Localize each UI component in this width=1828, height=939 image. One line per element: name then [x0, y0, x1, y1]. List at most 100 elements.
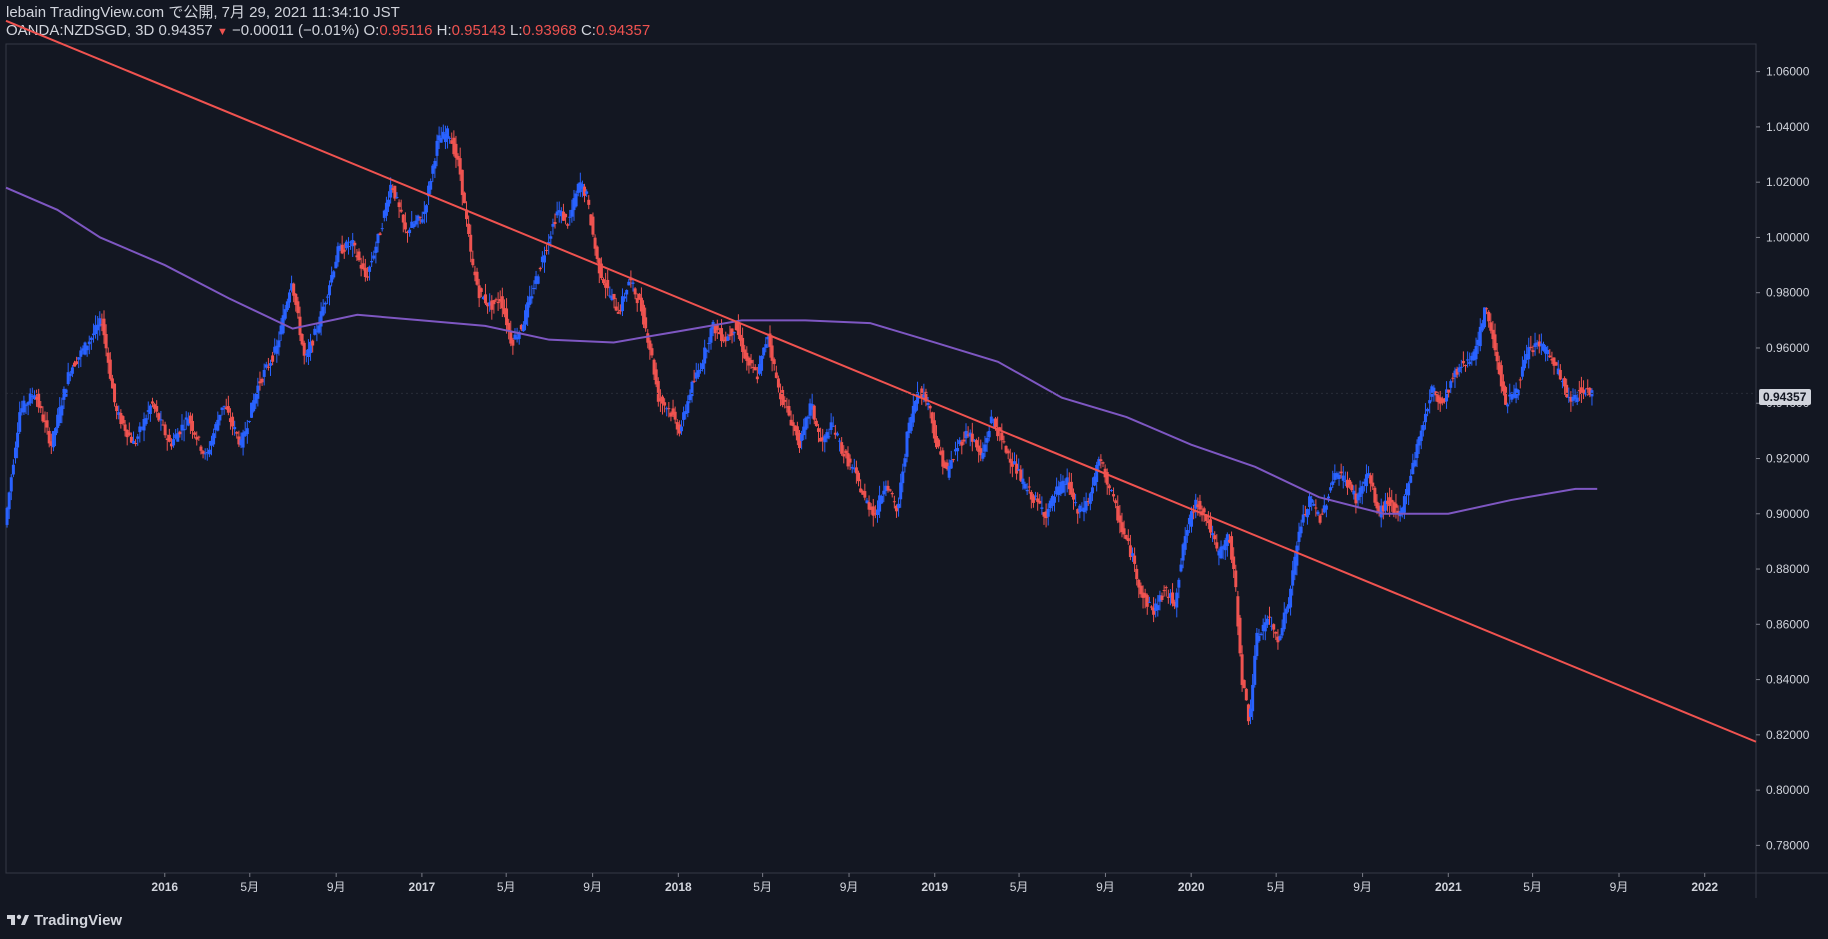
candle-body — [1238, 617, 1242, 654]
candle-body — [1573, 394, 1577, 400]
candle-body — [1299, 526, 1303, 534]
candle-body — [254, 393, 258, 404]
time-tick-label: 9月 — [840, 880, 859, 894]
candle-body — [502, 308, 506, 315]
candle-body — [749, 360, 753, 364]
candle-body — [188, 415, 192, 424]
candle-body — [1402, 496, 1406, 513]
candle-body — [81, 348, 85, 351]
candle-body — [960, 441, 964, 446]
high-value: 0.95143 — [451, 22, 506, 39]
candle-body — [606, 279, 610, 289]
candle-body — [1204, 514, 1208, 522]
candle-body — [110, 378, 114, 389]
candle-body — [991, 419, 995, 421]
candle-body — [1196, 504, 1200, 508]
candle-body — [1461, 360, 1465, 364]
current-price-tag: 0.94357 — [1759, 389, 1811, 405]
candle-body — [1436, 395, 1440, 403]
candle-body — [800, 434, 804, 441]
candle-body — [1512, 394, 1516, 398]
candle-body — [618, 309, 622, 312]
candle-body — [1367, 473, 1371, 477]
candle-body — [1390, 499, 1394, 503]
candle-body — [846, 453, 850, 467]
price-tick-label: 0.92000 — [1766, 452, 1810, 466]
candle-body — [623, 296, 627, 299]
candle-body — [709, 328, 713, 343]
candle-body — [1059, 482, 1063, 494]
low-value: 0.93968 — [522, 22, 577, 39]
price-axis[interactable]: 1.06000 1.04000 1.02000 1.00000 0.98000 0.960… — [1756, 65, 1810, 853]
candle-body — [669, 412, 673, 417]
candle-body — [1156, 605, 1160, 611]
candle-body — [1208, 519, 1212, 533]
candle-body — [328, 285, 332, 296]
candle-body — [142, 418, 146, 431]
time-tick-label: 9月 — [327, 880, 346, 894]
candle-body — [1259, 633, 1263, 636]
candle-body — [294, 293, 298, 305]
candle-body — [854, 467, 858, 474]
time-tick-label: 2019 — [921, 880, 948, 894]
candle-body — [650, 348, 654, 356]
time-axis[interactable]: 2016 5月 9月 2017 5月 9月 2018 5月 9月 2019 5月 9月 2020 5月 9月… — [151, 873, 1718, 894]
candle-body — [886, 485, 890, 491]
candle-body — [694, 372, 698, 379]
candle-body — [262, 369, 266, 377]
candle-body — [962, 439, 966, 442]
candle-body — [1050, 495, 1054, 506]
candle-body — [28, 393, 32, 404]
price-tick-label: 0.98000 — [1766, 286, 1810, 300]
candle-body — [405, 231, 409, 234]
candle-body — [302, 342, 306, 356]
candle-body — [220, 407, 224, 410]
candle-body — [580, 184, 584, 189]
candle-body — [1350, 484, 1354, 491]
candle-body — [54, 428, 58, 436]
candle-body — [47, 430, 51, 444]
candle-body — [614, 306, 618, 311]
candle-body — [934, 435, 938, 448]
candle-body — [1137, 579, 1141, 588]
candle-body — [1316, 511, 1320, 515]
candle-body — [1263, 622, 1267, 632]
candle-body — [1139, 585, 1143, 595]
candle-body — [1223, 540, 1227, 551]
candle-body — [1337, 474, 1341, 480]
candle-body — [1516, 389, 1520, 396]
candle-body — [686, 401, 690, 414]
candle-body — [981, 452, 985, 459]
candle-body — [458, 158, 462, 175]
candle-body — [726, 336, 730, 341]
trend-line[interactable] — [5, 19, 1757, 743]
candle-body — [1297, 531, 1301, 542]
candle-body — [1021, 478, 1025, 484]
candle-body — [905, 431, 909, 457]
candle-body — [346, 245, 350, 247]
candle-body — [132, 440, 136, 444]
candle-body — [39, 405, 43, 409]
candle-body — [1440, 398, 1444, 404]
candle-body — [1487, 311, 1491, 322]
candle-body — [325, 296, 329, 298]
candle-body — [1544, 346, 1548, 354]
candle-body — [1369, 475, 1373, 484]
candle-body — [1084, 501, 1088, 511]
candle-body — [1242, 680, 1246, 689]
candle-body — [715, 325, 719, 331]
candle-body — [1006, 450, 1010, 454]
price-tag-text: 0.94357 — [1763, 390, 1807, 404]
candle-body — [1120, 522, 1124, 533]
candle-body — [1499, 365, 1503, 387]
candle-body — [368, 266, 372, 272]
candle-body — [1046, 508, 1050, 517]
candle-body — [1504, 387, 1508, 405]
candle-body — [136, 436, 140, 439]
candle-body — [572, 198, 576, 211]
candle-body — [399, 209, 403, 212]
candle-body — [1090, 487, 1094, 494]
candle-body — [471, 258, 475, 266]
candle-body — [391, 188, 395, 190]
